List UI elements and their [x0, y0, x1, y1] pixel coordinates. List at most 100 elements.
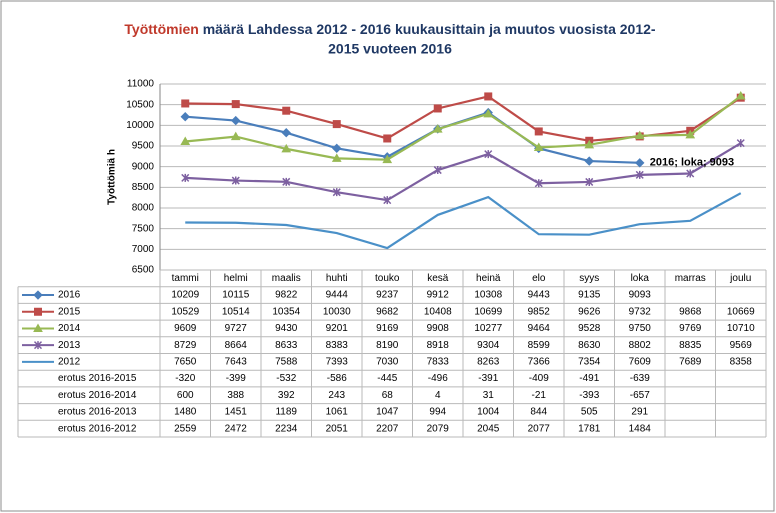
- table-cell: 9750: [629, 323, 652, 334]
- table-cell: 9528: [578, 323, 601, 334]
- table-cell: 68: [382, 390, 394, 401]
- y-tick-label: 11000: [127, 79, 155, 90]
- marker: [635, 170, 644, 179]
- table-cell: 505: [581, 407, 598, 418]
- table-cell: 9912: [427, 290, 450, 301]
- table-cell: -586: [327, 373, 347, 384]
- table-cell: 10529: [171, 306, 199, 317]
- marker: [484, 92, 493, 101]
- table-cell: 10277: [474, 323, 502, 334]
- table-cell: 10209: [171, 290, 199, 301]
- table-cell: 9169: [376, 323, 399, 334]
- marker: [534, 179, 543, 188]
- table-cell: 8729: [174, 340, 197, 351]
- marker: [332, 120, 341, 129]
- table-cell: 10115: [222, 290, 250, 301]
- table-cell: 392: [278, 390, 295, 401]
- table-cell: -21: [532, 390, 547, 401]
- marker: [181, 173, 190, 182]
- table-cell: 1004: [477, 407, 500, 418]
- marker: [685, 129, 696, 139]
- marker: [635, 158, 645, 168]
- marker: [282, 106, 291, 115]
- series-line: [185, 111, 640, 164]
- table-cell: 9682: [376, 306, 399, 317]
- marker: [686, 169, 695, 178]
- table-cell: 9727: [225, 323, 248, 334]
- table-cell: 1781: [578, 423, 601, 434]
- marker: [584, 156, 594, 166]
- table-cell: 9093: [629, 290, 652, 301]
- table-cell: 9626: [578, 306, 601, 317]
- table-cell: 1189: [275, 407, 297, 418]
- marker: [282, 177, 291, 186]
- table-cell: 8263: [477, 356, 500, 367]
- marker: [281, 127, 291, 138]
- table-cell: 1451: [225, 407, 248, 418]
- table-cell: 388: [227, 390, 244, 401]
- table-cell: 10030: [323, 306, 351, 317]
- x-tick-label: elo: [532, 273, 546, 284]
- marker: [382, 154, 393, 164]
- marker: [433, 166, 442, 175]
- table-cell: -320: [175, 373, 195, 384]
- x-tick-label: huhti: [326, 273, 348, 284]
- x-tick-label: kesä: [427, 273, 449, 284]
- table-cell: 9769: [679, 323, 702, 334]
- table-cell: 600: [177, 390, 194, 401]
- marker: [533, 142, 544, 151]
- marker: [432, 124, 443, 133]
- marker: [281, 143, 292, 153]
- table-cell: 2207: [376, 423, 399, 434]
- table-cell: 2559: [174, 423, 197, 434]
- table-cell: 10699: [474, 306, 502, 317]
- marker: [180, 111, 190, 122]
- x-tick-label: helmi: [224, 273, 248, 284]
- x-tick-label: joulu: [729, 273, 751, 284]
- table-cell: 9908: [427, 323, 450, 334]
- table-cell: 994: [429, 407, 446, 418]
- row-label: erotus 2016-2012: [58, 423, 137, 434]
- table-cell: 8383: [326, 340, 349, 351]
- marker: [332, 143, 342, 154]
- y-tick-label: 7500: [132, 223, 155, 234]
- table-cell: 7366: [528, 356, 551, 367]
- table-cell: 2234: [275, 423, 298, 434]
- series-line: [185, 192, 742, 250]
- marker: [634, 130, 645, 140]
- x-tick-label: marras: [675, 273, 706, 284]
- table-cell: 2472: [225, 423, 248, 434]
- series-line: [185, 95, 742, 161]
- x-tick-label: touko: [375, 273, 400, 284]
- marker: [433, 104, 442, 113]
- table-cell: 2051: [326, 423, 349, 434]
- x-tick-label: tammi: [172, 273, 199, 284]
- marker: [584, 139, 595, 149]
- table-cell: -409: [529, 373, 549, 384]
- marker: [230, 131, 241, 141]
- table-cell: 8802: [629, 340, 652, 351]
- y-tick-label: 10000: [126, 120, 154, 131]
- row-label: erotus 2016-2013: [58, 407, 137, 418]
- marker: [33, 323, 43, 332]
- marker: [383, 134, 392, 143]
- marker: [231, 176, 240, 185]
- marker: [736, 139, 745, 148]
- table-cell: 8358: [730, 356, 753, 367]
- row-label: erotus 2016-2015: [58, 373, 137, 384]
- table-cell: -445: [377, 373, 397, 384]
- table-cell: 8664: [225, 340, 248, 351]
- table-cell: 10710: [727, 323, 755, 334]
- table-cell: -639: [630, 373, 650, 384]
- table-cell: 4: [435, 390, 441, 401]
- table-cell: 7689: [679, 356, 702, 367]
- table-cell: -657: [630, 390, 650, 401]
- annotation: 2016; loka; 9093: [650, 157, 734, 169]
- table-cell: 9464: [528, 323, 551, 334]
- marker: [585, 177, 594, 186]
- marker: [33, 290, 43, 300]
- table-cell: 1047: [376, 407, 399, 418]
- table-cell: 844: [530, 407, 547, 418]
